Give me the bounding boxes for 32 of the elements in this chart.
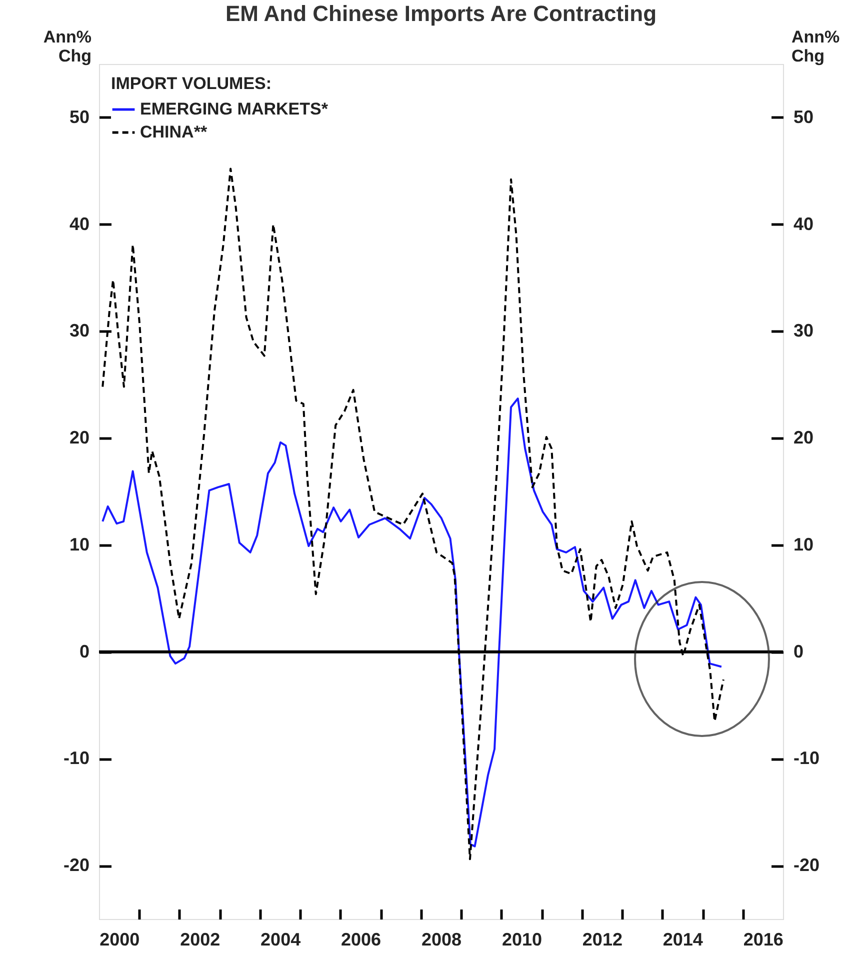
x-tick-label: 2004 (260, 930, 301, 950)
y-tick-label: 20 (69, 428, 90, 448)
x-tick-label: 2000 (100, 930, 140, 950)
y-tick-label: 30 (69, 320, 90, 341)
y2-tick-label: 40 (794, 214, 814, 234)
line-series (102, 398, 722, 848)
x-tick-label: 2008 (421, 930, 462, 950)
y-tick-label: -20 (63, 855, 90, 876)
x-tick-label: 2016 (743, 930, 784, 950)
y-tick-label: 10 (69, 534, 90, 554)
y-axis-title: Ann% Chg (43, 28, 92, 66)
x-tick-label: 2014 (662, 930, 703, 950)
y2-tick-label: 20 (794, 428, 814, 448)
y-tick-label: 40 (69, 214, 90, 234)
y2-tick-label: 0 (794, 641, 804, 662)
x-tick-label: 2002 (180, 930, 220, 950)
y2-axis-title: Ann% Chg (792, 28, 840, 66)
y2-tick-label: 50 (794, 106, 814, 127)
y2-tick-label: -20 (794, 855, 820, 876)
legend-label: CHINA** (140, 122, 208, 142)
legend-title: IMPORT VOLUMES: (111, 74, 272, 93)
x-tick-label: 2010 (502, 930, 542, 950)
y-tick-label: -10 (63, 748, 90, 768)
legend-label: EMERGING MARKETS* (140, 100, 328, 118)
y2-tick-label: 10 (794, 534, 814, 554)
chart-title: EM And Chinese Imports Are Contracting (225, 1, 657, 26)
y2-tick-label: -10 (794, 748, 820, 768)
y2-tick-label: 30 (794, 320, 814, 341)
y-tick-label: 50 (69, 106, 90, 127)
y-tick-label: 0 (79, 641, 90, 662)
x-tick-label: 2012 (582, 930, 622, 950)
x-tick-label: 2006 (341, 930, 382, 950)
